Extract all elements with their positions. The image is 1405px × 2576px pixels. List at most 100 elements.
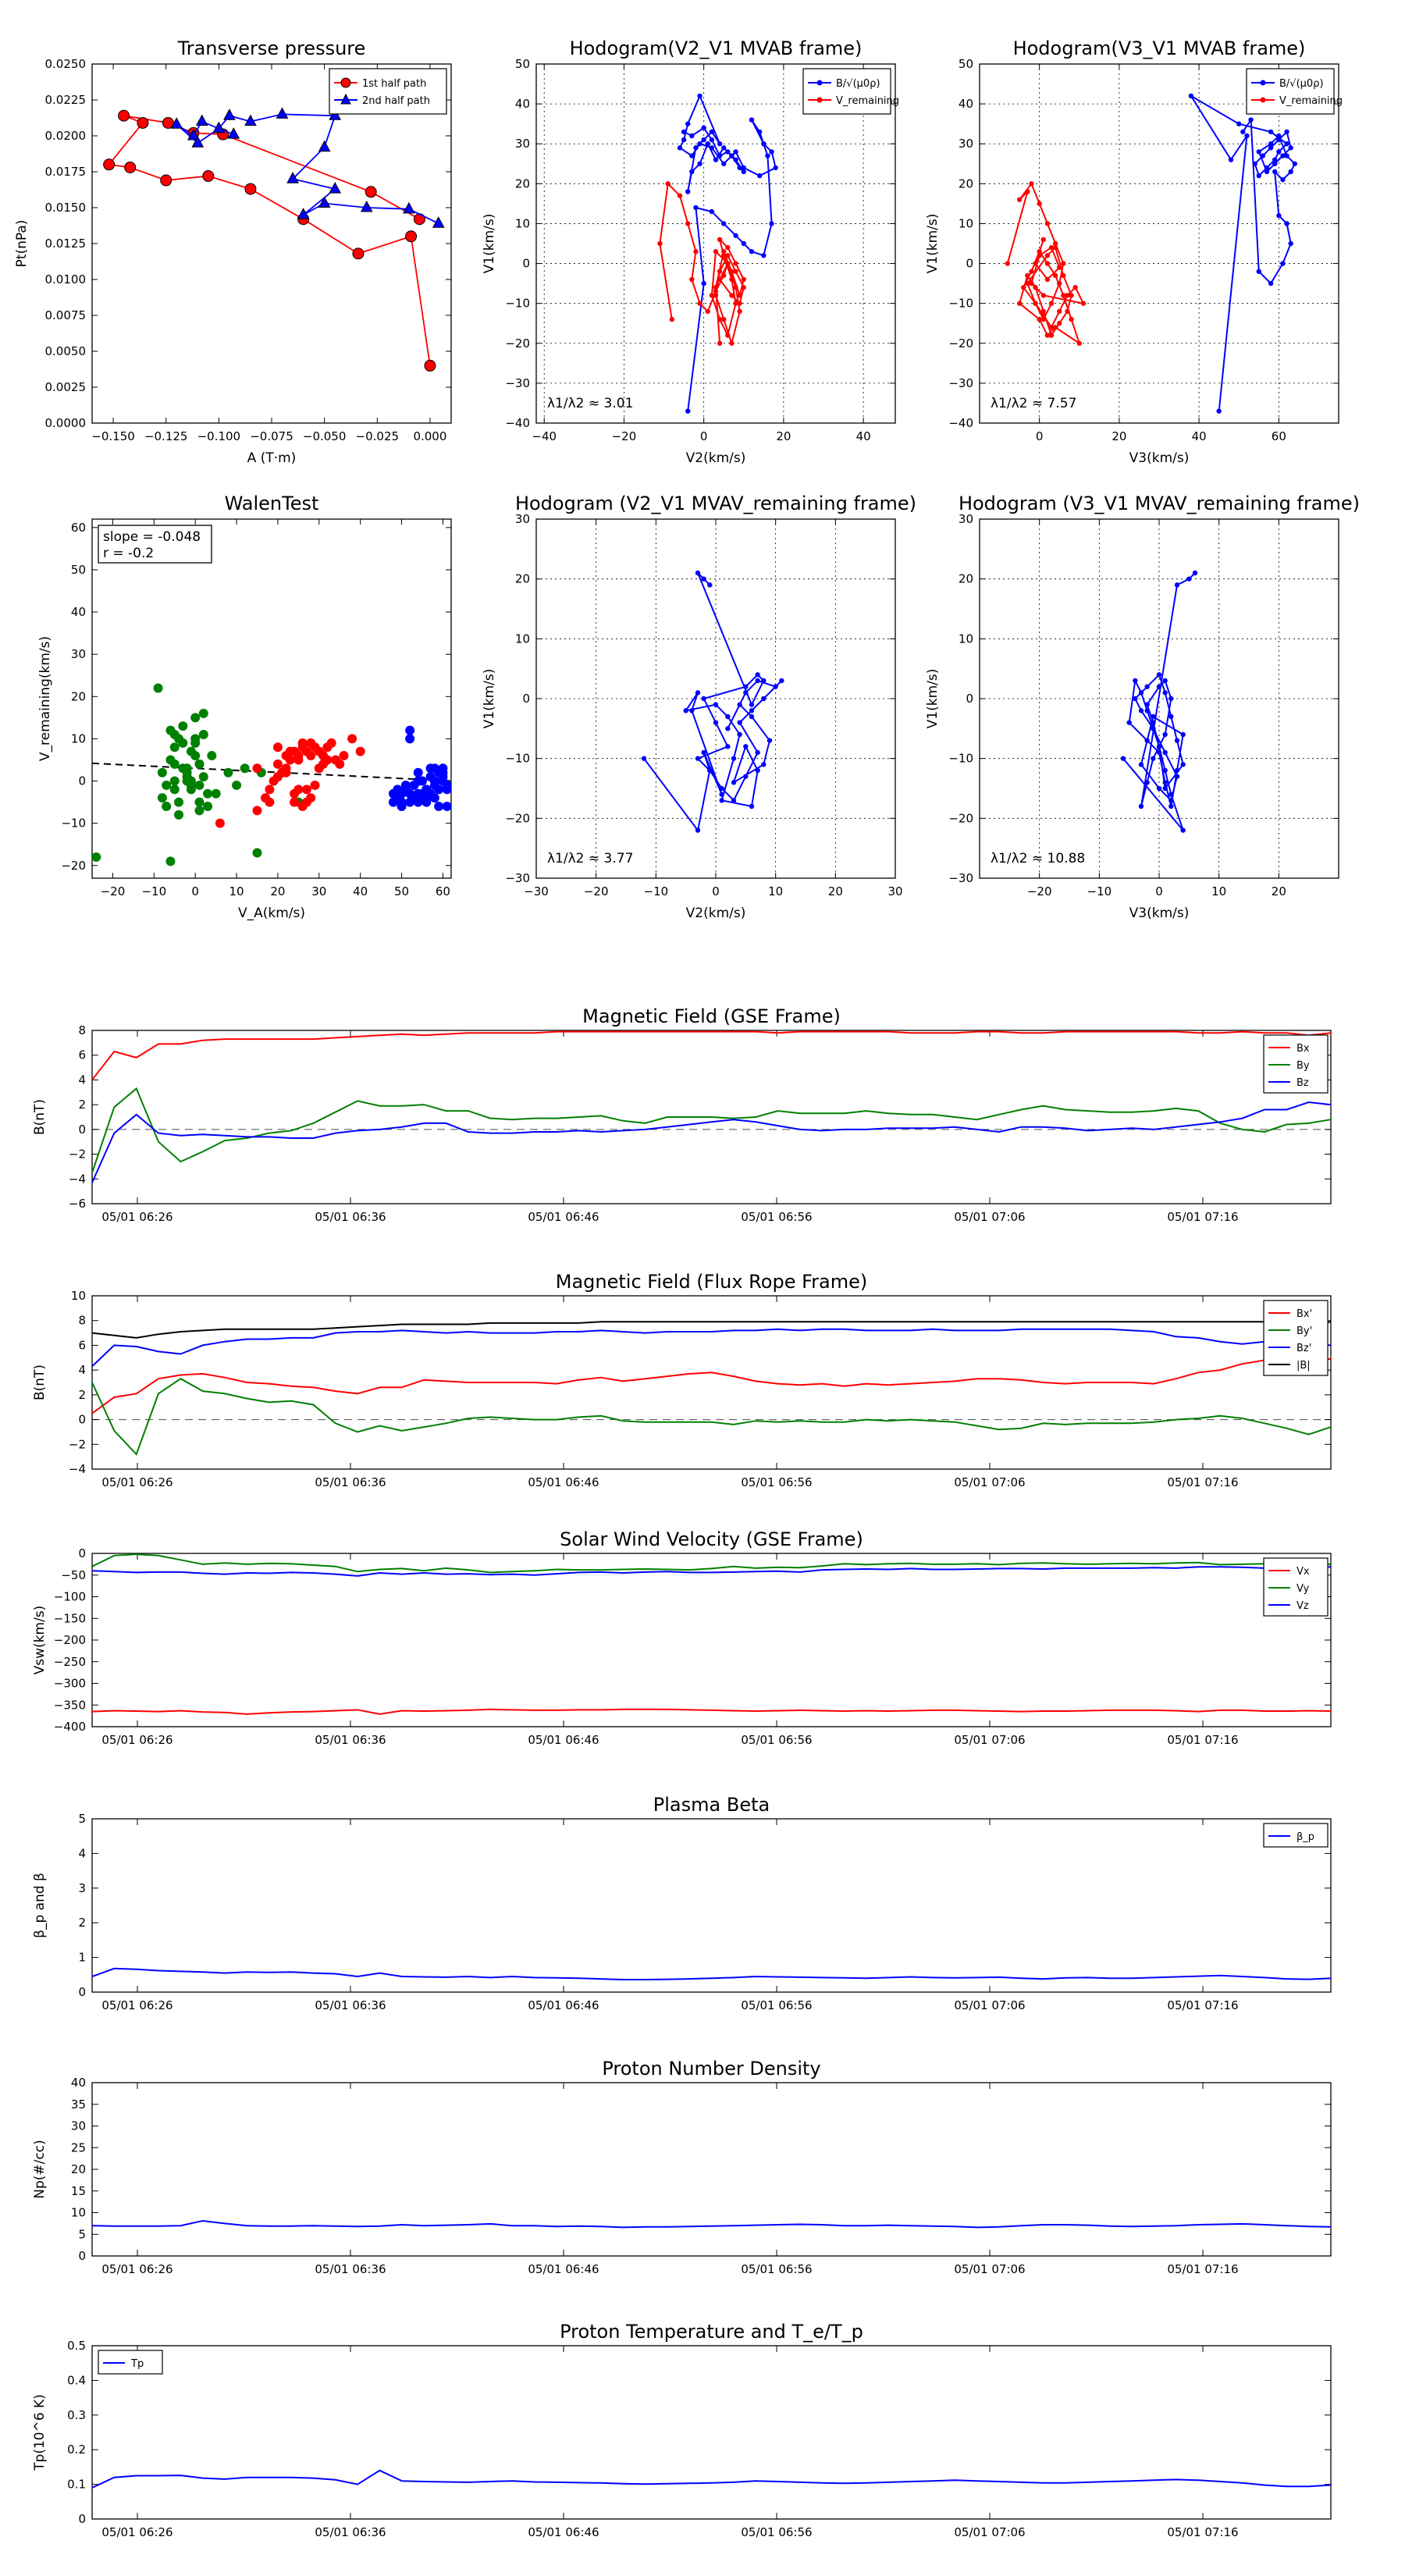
data-point <box>1037 249 1042 254</box>
data-point <box>1268 280 1274 286</box>
data-point <box>409 780 419 790</box>
data-point <box>290 797 300 807</box>
data-point <box>1138 803 1144 809</box>
data-point <box>769 221 774 226</box>
x-tick-label: 05/01 06:26 <box>101 1998 173 2012</box>
chart-title: Proton Number Density <box>602 2058 820 2080</box>
data-point <box>1021 285 1026 290</box>
data-point <box>1044 333 1051 338</box>
data-point <box>721 272 727 279</box>
series-line-vy <box>91 1553 1332 1574</box>
data-point <box>157 767 167 777</box>
data-point <box>1162 780 1168 785</box>
data-point <box>1272 161 1278 166</box>
data-point <box>1044 221 1051 226</box>
x-tick-label: 20 <box>1112 429 1126 443</box>
y-tick-label: 10 <box>515 632 530 646</box>
data-point <box>709 129 715 135</box>
legend-label: By' <box>1297 1325 1312 1337</box>
stats-line: r = -0.2 <box>103 546 154 561</box>
data-point <box>1162 767 1168 774</box>
data-point <box>413 788 423 799</box>
y-tick-label: −4 <box>69 1172 86 1186</box>
data-point <box>276 107 289 119</box>
plot-frame <box>535 63 896 424</box>
legend-label: Bx <box>1297 1043 1310 1055</box>
x-tick-label: 05/01 07:16 <box>1167 2525 1238 2539</box>
y-tick-label: −400 <box>54 1720 86 1734</box>
eigenvalue-ratio-label: λ1/λ2 ≈ 3.77 <box>547 851 633 866</box>
y-tick-label: −40 <box>505 416 530 430</box>
legend-label: Vx <box>1297 1566 1310 1578</box>
y-tick-label: −2 <box>69 1437 86 1451</box>
data-point <box>701 576 706 582</box>
plot-frame <box>91 1553 1332 1727</box>
legend-frame <box>98 2350 163 2375</box>
x-tick-label: 0 <box>1036 429 1044 443</box>
y-tick-label: 6 <box>78 1048 86 1062</box>
series-line--p <box>91 1967 1332 1980</box>
data-point <box>1040 237 1046 243</box>
data-point <box>729 276 735 283</box>
series-line <box>107 115 431 366</box>
data-point <box>1280 177 1286 183</box>
y-tick-label: −2 <box>69 1147 86 1162</box>
data-point <box>178 721 188 731</box>
y-tick-label: 10 <box>71 731 86 745</box>
data-point <box>757 129 763 135</box>
x-tick-label: 10 <box>768 884 783 898</box>
y-tick-label: 30 <box>959 137 973 151</box>
fit-line <box>92 762 451 782</box>
series-line--b- <box>91 1321 1332 1339</box>
legend: Bx' By' Bz' |B| <box>1263 1300 1329 1376</box>
data-point <box>153 683 163 693</box>
plot-frame <box>91 63 452 424</box>
data-point <box>301 785 311 795</box>
data-point <box>1151 726 1156 731</box>
x-tick-label: 60 <box>1272 429 1286 443</box>
x-tick-label: 60 <box>436 884 450 898</box>
y-tick-label: 0.0200 <box>45 129 87 143</box>
data-point <box>1216 408 1222 414</box>
data-point <box>773 165 778 171</box>
data-point <box>685 189 691 194</box>
data-point <box>190 713 201 723</box>
y-tick-label: 20 <box>959 176 973 190</box>
plot-frame <box>91 1030 1332 1204</box>
legend-label: V_remaining <box>836 95 899 107</box>
data-point <box>1133 696 1138 702</box>
legend-label: 2nd half path <box>362 95 430 107</box>
data-point <box>717 316 723 322</box>
data-point <box>1156 785 1162 792</box>
data-point <box>1040 316 1046 322</box>
data-point <box>244 114 257 126</box>
data-point <box>721 249 727 254</box>
data-point <box>1162 749 1168 756</box>
x-tick-label: 20 <box>828 884 843 898</box>
data-point <box>713 720 719 725</box>
y-tick-label: −300 <box>54 1677 86 1691</box>
data-point <box>1256 149 1261 155</box>
data-point <box>360 200 373 212</box>
data-point <box>689 276 695 283</box>
data-point <box>1025 189 1030 194</box>
data-point <box>707 582 713 588</box>
data-point <box>400 785 411 795</box>
x-tick-label: 20 <box>1272 884 1286 898</box>
data-point <box>285 746 295 756</box>
chart-ts6: 0 0.1 0.2 0.3 0.4 0.5 05/01 06:26 05/01 06:36 05… <box>32 2321 1332 2539</box>
y-axis-label: Pt(nPa) <box>14 220 30 268</box>
series-line <box>643 572 783 833</box>
x-tick-label: 10 <box>1211 884 1226 898</box>
data-point <box>1156 744 1162 749</box>
data-point <box>733 261 738 266</box>
series-1st-half-path <box>103 109 436 372</box>
data-point <box>261 793 271 803</box>
data-point <box>1268 145 1274 151</box>
y-tick-label: 2 <box>78 1098 86 1112</box>
data-point <box>165 856 176 866</box>
data-point <box>731 780 737 785</box>
x-tick-label: 05/01 06:26 <box>101 1733 173 1747</box>
chart-title: Hodogram (V2_V1 MVAV_remaining frame) <box>515 493 916 514</box>
data-point <box>1029 181 1034 187</box>
